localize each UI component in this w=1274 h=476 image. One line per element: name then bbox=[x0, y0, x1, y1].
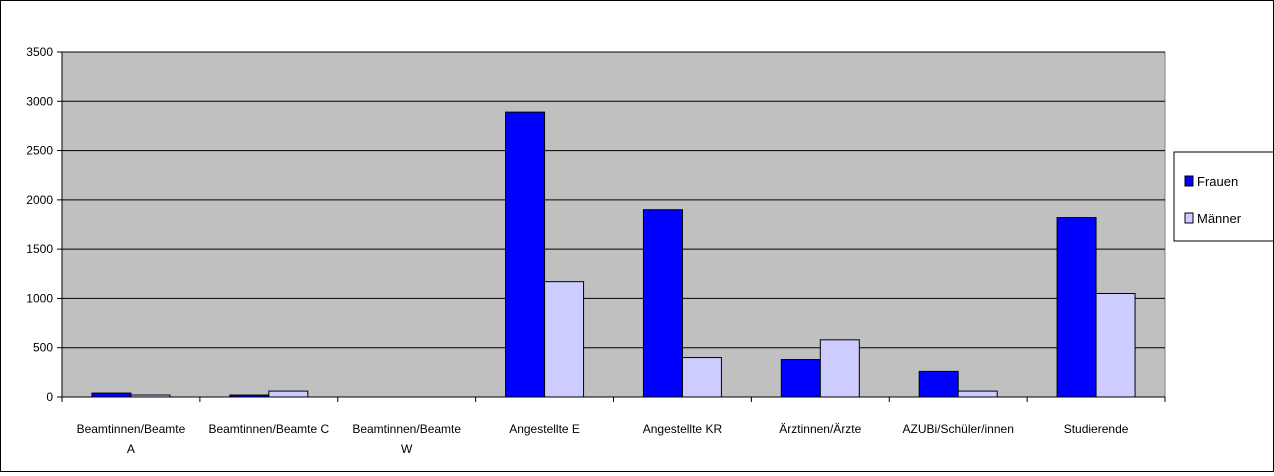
legend-label-frauen: Frauen bbox=[1197, 174, 1238, 189]
x-category-label: AZUBi/Schüler/innen bbox=[902, 422, 1013, 436]
y-tick-label: 3500 bbox=[26, 45, 53, 59]
bar-mnner bbox=[544, 281, 585, 398]
legend-swatch-frauen bbox=[1184, 175, 1194, 187]
x-category-label: Beamtinnen/Beamte C bbox=[208, 422, 329, 436]
bar-frauen bbox=[918, 370, 959, 398]
y-tick-label: 1000 bbox=[26, 291, 53, 305]
y-tick-label: 3000 bbox=[26, 94, 53, 108]
x-category-label: Angestellte KR bbox=[643, 422, 723, 436]
y-tick-label: 500 bbox=[33, 341, 53, 355]
x-axis: Beamtinnen/Beamte A Beamtinnen/Beamte C Bea… bbox=[61, 396, 1166, 456]
gridlines bbox=[62, 51, 1165, 349]
plot-area bbox=[61, 51, 1166, 398]
bar-frauen bbox=[642, 209, 683, 398]
y-tick-label: 2000 bbox=[26, 193, 53, 207]
bar-mnner bbox=[819, 339, 860, 398]
bar-frauen bbox=[1056, 217, 1097, 398]
legend-swatch-maenner bbox=[1184, 212, 1194, 224]
y-tick-label: 0 bbox=[46, 390, 53, 404]
bars bbox=[91, 111, 1136, 398]
x-category-label: W bbox=[401, 442, 413, 456]
x-category-label: Ärztinnen/Ärzte bbox=[779, 422, 861, 436]
x-category-label: Beamtinnen/Beamte bbox=[77, 422, 186, 436]
bar-mnner bbox=[957, 390, 998, 398]
bar-mnner bbox=[268, 390, 309, 398]
y-axis: 0 500 1000 1500 2000 2500 3000 3500 bbox=[26, 45, 63, 404]
legend-box bbox=[1173, 151, 1274, 242]
bar-frauen bbox=[505, 111, 546, 398]
y-tick-label: 2500 bbox=[26, 144, 53, 158]
x-category-label: A bbox=[127, 442, 135, 456]
bar-frauen bbox=[780, 359, 821, 398]
x-category-label: Angestellte E bbox=[509, 422, 580, 436]
bar-frauen bbox=[91, 392, 132, 398]
bar-mnner bbox=[1095, 293, 1136, 398]
y-tick-label: 1500 bbox=[26, 242, 53, 256]
x-category-label: Beamtinnen/Beamte bbox=[352, 422, 461, 436]
bar-mnner bbox=[681, 357, 722, 398]
legend: Frauen Männer bbox=[1173, 151, 1274, 242]
x-category-label: Studierende bbox=[1064, 422, 1129, 436]
legend-label-maenner: Männer bbox=[1197, 211, 1242, 226]
